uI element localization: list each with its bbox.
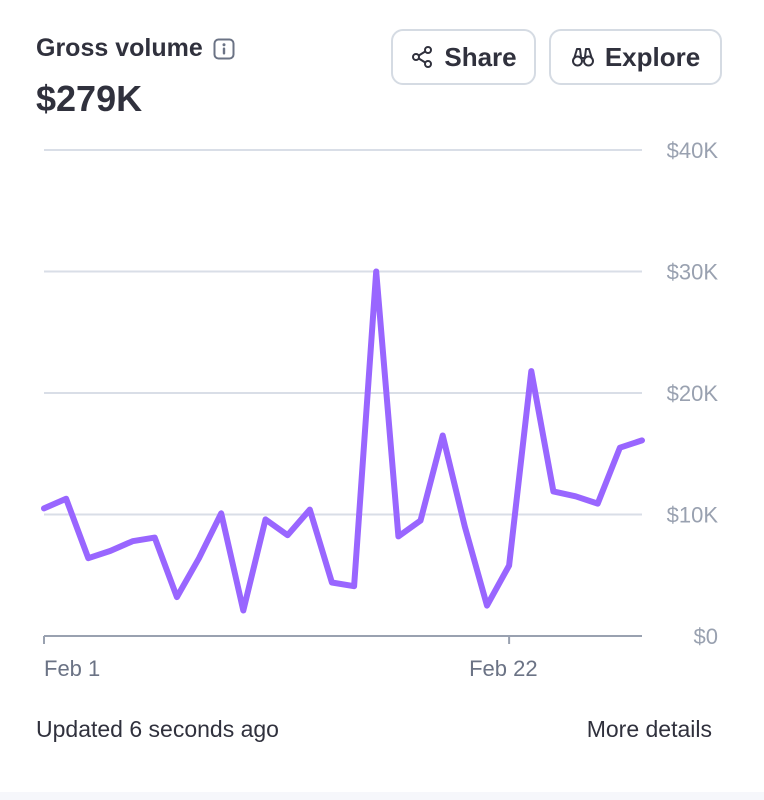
gross-volume-value: $279K (36, 78, 143, 119)
y-tick-label: $0 (694, 624, 718, 649)
share-label: Share (444, 41, 517, 72)
binoculars-icon (571, 48, 594, 67)
info-icon[interactable] (213, 38, 235, 60)
card-title: Gross volume (36, 34, 203, 62)
more-details-link[interactable]: More details (586, 716, 712, 742)
updated-status: Updated 6 seconds ago (36, 716, 279, 742)
y-tick-label: $20K (667, 381, 719, 406)
explore-label: Explore (604, 41, 701, 72)
x-tick-label: Feb 22 (469, 656, 537, 681)
title-row: Gross volume (36, 34, 235, 63)
share-icon (412, 46, 433, 68)
gross-volume-series-line (41, 268, 645, 614)
share-button[interactable]: Share (391, 29, 536, 85)
explore-button[interactable]: Explore (549, 29, 722, 85)
y-tick-label: $10K (667, 503, 719, 528)
y-tick-label: $40K (667, 138, 719, 163)
gross-volume-chart: $0 $10K $20K $30K $40K Feb 1 Feb 22 (41, 138, 719, 681)
x-tick-label: Feb 1 (44, 656, 100, 681)
y-tick-label: $30K (667, 260, 719, 285)
